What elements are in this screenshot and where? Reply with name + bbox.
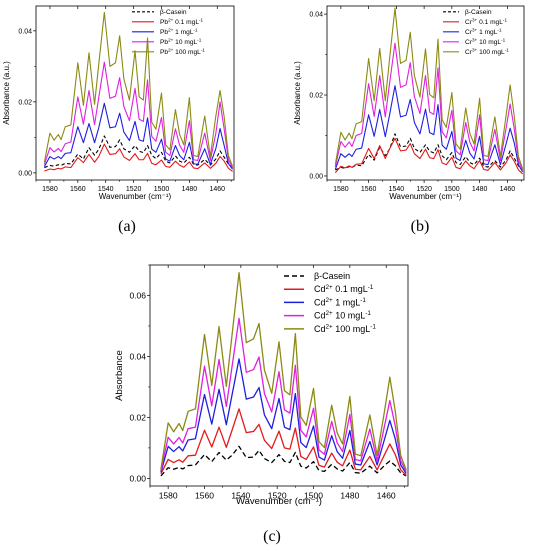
x-tick-label: 1580 <box>42 186 58 193</box>
x-tick-label: 1540 <box>231 491 250 501</box>
x-tick-label: 1460 <box>377 491 396 501</box>
legend-entry: Cr3+ 100 mgL-1 <box>465 47 509 56</box>
series-lines <box>334 7 524 175</box>
x-tick-label: 1480 <box>472 186 488 193</box>
series-line-0 <box>160 445 407 477</box>
series-line-3 <box>43 61 234 169</box>
y-tick-label: 0.02 <box>129 412 146 422</box>
x-tick-label: 1580 <box>159 491 178 501</box>
legend-entry: Pb2+ 100 mgL-1 <box>160 47 205 56</box>
series-line-3 <box>334 42 524 171</box>
x-tick-label: 1520 <box>268 491 287 501</box>
x-tick-label: 1580 <box>333 186 349 193</box>
series-lines <box>160 271 407 477</box>
panel-label-c: (c) <box>263 528 281 545</box>
y-tick-label: 0.02 <box>18 99 32 106</box>
x-tick-label: 1540 <box>389 186 405 193</box>
x-tick-label: 1480 <box>340 491 359 501</box>
series-line-1 <box>44 143 233 172</box>
legend-entry: Cd2+ 100 mgL-1 <box>314 323 376 333</box>
y-tick-label: 0.00 <box>18 170 32 177</box>
x-axis-title: Wavenumber (cm⁻¹) <box>99 192 172 201</box>
series-line-2 <box>160 358 407 474</box>
y-tick-label: 0.04 <box>309 12 323 19</box>
x-tick-label: 1500 <box>154 186 170 193</box>
legend-entry: Cr3+ 0.1 mgL-1 <box>465 17 507 26</box>
x-tick-label: 1500 <box>444 186 460 193</box>
y-tick-label: 0.04 <box>18 28 32 35</box>
plot-frame <box>326 5 525 181</box>
y-tick-label: 0.04 <box>129 351 146 361</box>
x-tick-label: 1560 <box>361 186 377 193</box>
x-tick-label: 1480 <box>182 186 198 193</box>
y-tick-label: 0.00 <box>309 173 323 180</box>
legend-entry: Pb2+ 1 mgL-1 <box>160 27 198 36</box>
series-line-2 <box>334 85 524 173</box>
legend-entry: β-Casein <box>314 271 350 281</box>
series-lines <box>43 11 234 172</box>
x-tick-label: 1460 <box>209 186 225 193</box>
series-line-4 <box>43 11 234 167</box>
y-axis-title: Absorbance (a.u.) <box>2 61 11 125</box>
panel-label-a: (a) <box>118 218 136 235</box>
x-axis-title: Wavenumber (cm⁻¹) <box>236 496 322 507</box>
x-axis-title: Wavenumber (cm⁻¹) <box>389 192 462 201</box>
series-line-0 <box>44 135 233 169</box>
legend-entry: β-Casein <box>465 9 492 16</box>
legend-entry: Cr3+ 1 mgL-1 <box>465 27 502 36</box>
plot-frame <box>149 264 409 487</box>
x-tick-label: 1460 <box>500 186 516 193</box>
legend: β-Casein Cd2+ 0.1 mgL-1 Cd2+ 1 mgL-1 Cd2+ 1… <box>284 271 376 334</box>
plot-frame <box>35 5 235 181</box>
series-line-1 <box>334 137 523 175</box>
y-tick-label: 0.00 <box>129 473 146 483</box>
legend-entry: Cd2+ 1 mgL-1 <box>314 297 366 307</box>
legend-entry: Pb2+ 10 mgL-1 <box>160 37 202 46</box>
series-line-4 <box>334 7 524 169</box>
legend-entry: Pb2+ 0.1 mgL-1 <box>160 17 204 26</box>
legend-entry: β-Casein <box>160 9 187 16</box>
panel-label-b: (b) <box>411 218 430 235</box>
chart-panel-a: 1580 1560 1540 1520 1500 1480 1460 0.00 0.02 0.04… <box>2 5 235 235</box>
x-tick-label: 1560 <box>70 186 86 193</box>
y-tick-label: 0.06 <box>129 290 146 300</box>
x-tick-label: 1500 <box>304 491 323 501</box>
x-tick-label: 1540 <box>98 186 114 193</box>
series-line-2 <box>43 102 234 170</box>
chart-panel-b: 1580 1560 1540 1520 1500 1480 1460 0.00 0.02 0.04… <box>293 5 525 235</box>
x-tick-label: 1560 <box>195 491 214 501</box>
y-axis-title: Absorbance <box>114 350 125 401</box>
series-line-0 <box>335 133 524 171</box>
y-tick-label: 0.02 <box>309 92 323 99</box>
legend-entry: Cr3+ 10 mgL-1 <box>465 37 506 46</box>
series-line-4 <box>160 271 407 471</box>
series-line-3 <box>160 317 407 472</box>
legend-entry: Cd2+ 10 mgL-1 <box>314 310 371 320</box>
chart-panel-c: 1580 1560 1540 1520 1500 1480 1460 0.00 0.02 0.04… <box>114 264 409 545</box>
legend-entry: Cd2+ 0.1 mgL-1 <box>314 284 374 294</box>
series-line-1 <box>160 408 407 476</box>
x-tick-label: 1520 <box>126 186 142 193</box>
x-tick-label: 1520 <box>416 186 432 193</box>
y-axis-title: Absorbance (a.u.) <box>293 61 302 125</box>
